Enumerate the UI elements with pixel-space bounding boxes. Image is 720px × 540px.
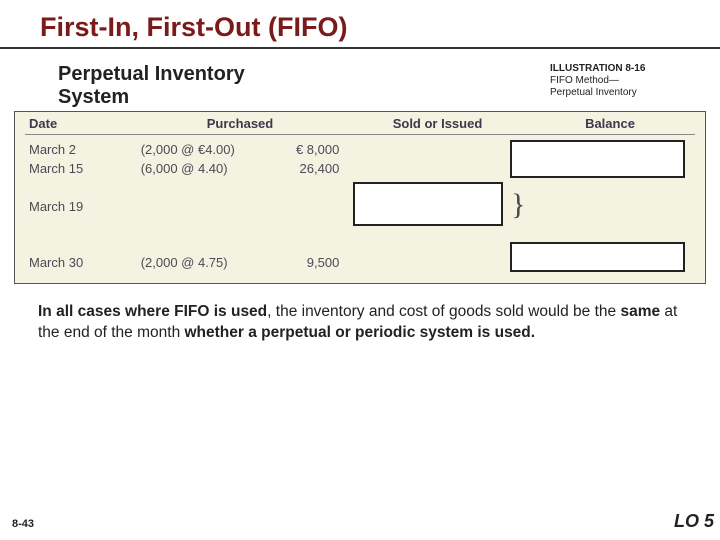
para-bold-2: same [620,303,660,320]
cell-purchased: (6,000 @ 4.40) 26,400 [130,160,350,179]
cell-purchased [130,216,350,235]
cell-sold [350,141,525,160]
cell-date [25,179,130,198]
para-text-1: , the inventory and cost of goods sold w… [267,303,620,320]
inventory-table: Date Purchased Sold or Issued Balance Ma… [14,111,706,284]
brace-icon: } [511,188,525,222]
title-underline [0,47,720,49]
pur-amount: € 8,000 [264,141,339,160]
para-bold-3: whether a perpetual or periodic system i… [185,324,536,341]
subtitle-row: Perpetual Inventory System ILLUSTRATION … [0,63,720,109]
cell-purchased [130,198,350,217]
cell-sold [350,235,525,254]
subtitle-line2: System [58,86,129,108]
explanatory-paragraph: In all cases where FIFO is used, the inv… [0,284,720,344]
cell-purchased [130,235,350,254]
sold-overlay-box [353,182,503,226]
col-header-purchased: Purchased [130,116,350,131]
para-bold-1: In all cases where FIFO is used [38,303,267,320]
pur-amount: 26,400 [264,160,339,179]
illustration-caption-l1: FIFO Method— [550,75,690,87]
cell-date: March 2 [25,141,130,160]
illustration-caption-l2: Perpetual Inventory [550,87,690,99]
subtitle: Perpetual Inventory System [58,63,245,109]
balance-overlay-box-1 [510,140,685,178]
cell-balance [525,179,695,198]
cell-date [25,216,130,235]
col-header-date: Date [25,116,130,131]
cell-date: March 19 [25,198,130,217]
pur-amount: 9,500 [264,254,339,273]
col-header-sold: Sold or Issued [350,116,525,131]
cell-purchased: (2,000 @ 4.75) 9,500 [130,254,350,273]
cell-purchased [130,179,350,198]
pur-detail: (2,000 @ 4.75) [141,254,261,273]
cell-sold [350,254,525,273]
cell-date [25,235,130,254]
cell-purchased: (2,000 @ €4.00) € 8,000 [130,141,350,160]
col-header-balance: Balance [525,116,695,131]
cell-sold [350,160,525,179]
cell-date: March 15 [25,160,130,179]
cell-balance [525,216,695,235]
subtitle-line1: Perpetual Inventory [58,63,245,85]
page-title: First-In, First-Out (FIFO) [0,0,720,47]
pur-detail: (6,000 @ 4.40) [141,160,261,179]
page-number: 8-43 [12,518,34,530]
table-header-row: Date Purchased Sold or Issued Balance [25,116,695,135]
pur-detail: (2,000 @ €4.00) [141,141,261,160]
balance-overlay-box-2 [510,242,685,272]
illustration-label: ILLUSTRATION 8-16 [550,63,690,75]
cell-balance [525,198,695,217]
illustration-caption: ILLUSTRATION 8-16 FIFO Method— Perpetual… [550,63,690,99]
cell-date: March 30 [25,254,130,273]
learning-objective: LO 5 [674,511,714,532]
